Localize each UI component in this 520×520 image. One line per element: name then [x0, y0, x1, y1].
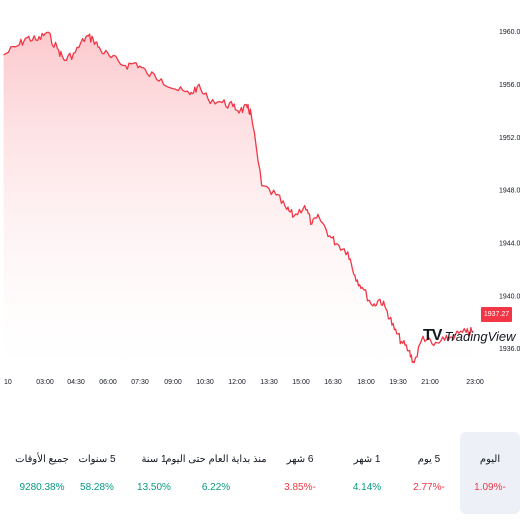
- x-tick-label: 18:00: [357, 379, 375, 386]
- period-label: 1 شهر: [353, 454, 381, 465]
- price-area-fill: [3, 32, 474, 369]
- period-change-value: 4.14%: [352, 482, 382, 493]
- x-tick-label: 12:00: [228, 379, 246, 386]
- x-tick-label: 16:30: [324, 379, 342, 386]
- price-line: [3, 31, 474, 364]
- period-label: 5 يوم: [417, 454, 441, 465]
- period-change-value: 3.85%-: [284, 482, 316, 493]
- period-label: 6 شهر: [286, 454, 314, 465]
- period-label: 5 سنوات: [78, 454, 116, 465]
- period-label: 1 سنة: [141, 454, 167, 465]
- tradingview-wordmark: TradingView: [444, 328, 516, 344]
- period-tab[interactable]: 5 يوم 2.77%-: [399, 432, 459, 514]
- period-tab[interactable]: منذ بداية العام حتى اليوم 6.22%: [165, 432, 266, 514]
- x-tick-label: 07:30: [131, 379, 149, 386]
- period-change-value: 13.50%: [137, 482, 171, 493]
- x-tick-label: 04:30: [67, 379, 85, 386]
- x-tick-label: 19:30: [389, 379, 407, 386]
- x-tick-label: 03:00: [36, 379, 54, 386]
- period-label: اليوم: [479, 454, 501, 465]
- y-tick-label: 1952.00: [499, 135, 520, 142]
- period-label: منذ بداية العام حتى اليوم: [165, 454, 267, 465]
- x-tick-label: 06:00: [99, 379, 117, 386]
- current-price-badge: 1937.27: [481, 307, 512, 322]
- performance-periods: جميع الأوقات 9280.38% 5 سنوات 58.28% 1 سنة 13…: [0, 432, 520, 514]
- y-tick-label: 1936.00: [499, 346, 520, 353]
- x-tick-label: 10:30: [196, 379, 214, 386]
- x-tick-label: 10: [4, 379, 12, 386]
- x-tick-label: 23:00: [466, 379, 484, 386]
- chart-svg: 1960.00 1956.00 1952.00 1948.00 1944.00 1940.…: [3, 29, 520, 386]
- y-tick-label: 1944.00: [499, 241, 520, 248]
- y-tick-label: 1960.00: [499, 29, 520, 36]
- y-tick-label: 1940.00: [499, 293, 520, 300]
- price-chart[interactable]: 1960.00 1956.00 1952.00 1948.00 1944.00 1940.…: [0, 0, 520, 395]
- y-tick-label: 1956.00: [499, 82, 520, 89]
- period-change-value: 58.28%: [80, 482, 114, 493]
- x-tick-label: 15:00: [292, 379, 310, 386]
- period-change-value: 2.77%-: [413, 482, 445, 493]
- period-change-value: 6.22%: [201, 482, 231, 493]
- period-change-value: 1.09%-: [474, 482, 506, 493]
- tradingview-mark-icon: TV: [423, 327, 442, 344]
- period-tab[interactable]: 6 شهر 3.85%-: [270, 432, 330, 514]
- period-tab[interactable]: 1 شهر 4.14%: [337, 432, 397, 514]
- x-tick-label: 09:00: [164, 379, 182, 386]
- tradingview-logo[interactable]: TV TradingView: [423, 325, 516, 347]
- x-tick-label: 21:00: [421, 379, 439, 386]
- period-label: جميع الأوقات: [15, 454, 69, 465]
- period-tab[interactable]: اليوم 1.09%-: [460, 432, 520, 514]
- period-change-value: 9280.38%: [19, 482, 65, 493]
- period-tab[interactable]: جميع الأوقات 9280.38%: [12, 432, 72, 514]
- period-tab[interactable]: 5 سنوات 58.28%: [67, 432, 127, 514]
- period-tab[interactable]: 1 سنة 13.50%: [124, 432, 184, 514]
- x-tick-label: 13:30: [260, 379, 278, 386]
- y-tick-label: 1948.00: [499, 188, 520, 195]
